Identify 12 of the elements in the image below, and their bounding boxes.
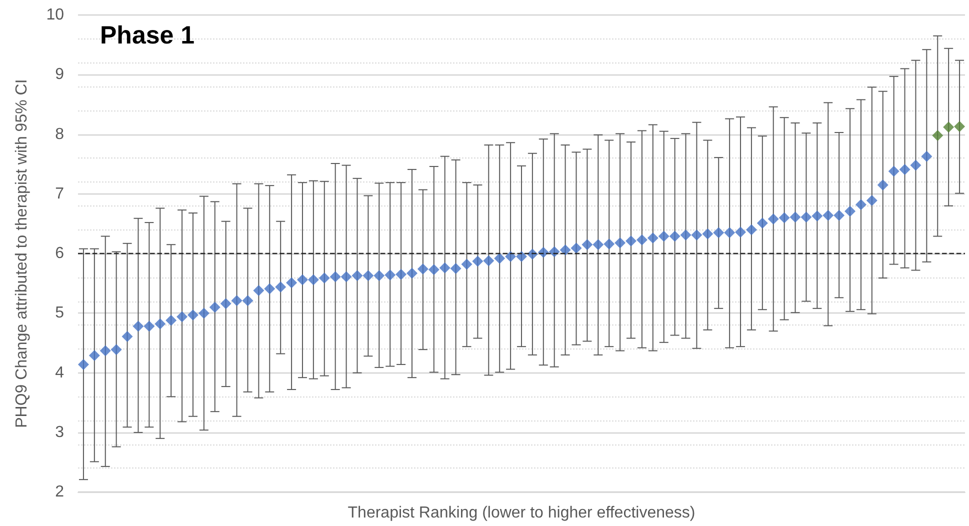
chart-title: Phase 1 (100, 22, 195, 50)
y-tick-label: 10 (46, 6, 64, 24)
x-axis-title: Therapist Ranking (lower to higher effectiveness) (348, 504, 696, 522)
y-tick-label: 4 (55, 364, 64, 382)
y-tick-label: 2 (55, 484, 64, 501)
y-tick-label: 9 (55, 66, 64, 84)
y-tick-label: 8 (55, 126, 64, 143)
y-tick-label: 3 (55, 424, 64, 441)
y-axis-title: PHQ9 Change attributed to therapist with 95% CI (14, 79, 30, 428)
y-tick-label: 5 (55, 304, 64, 322)
y-tick-label: 7 (55, 185, 64, 202)
y-tick-label: 6 (55, 245, 64, 262)
